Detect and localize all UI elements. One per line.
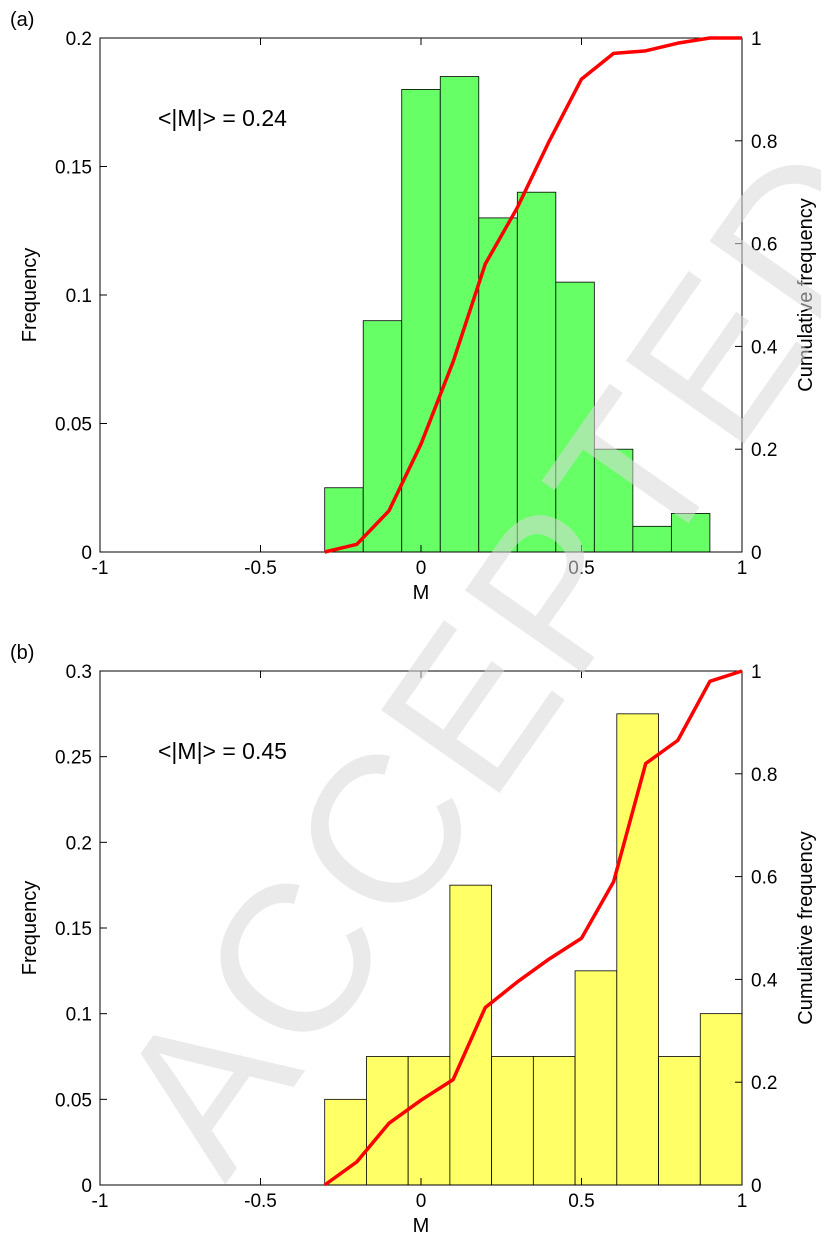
x-axis-label: M	[413, 582, 430, 604]
x-tick-label: -0.5	[244, 558, 277, 579]
x-tick-label: 0.5	[568, 558, 594, 579]
x-tick-label: -0.5	[244, 1191, 277, 1212]
histogram-bar	[574, 970, 618, 1186]
y2-axis-label: Cumulative frequency	[795, 831, 817, 1024]
histogram-bar	[401, 89, 441, 553]
y2-tick-label: 0.2	[751, 1073, 777, 1094]
histogram-bar	[532, 1056, 576, 1186]
x-tick-label: -1	[92, 1191, 109, 1212]
histogram-bar	[658, 1056, 701, 1186]
y-axis-label: Frequency	[19, 881, 41, 976]
y-tick-label: 0.05	[55, 415, 92, 436]
x-axis-label: M	[413, 1215, 430, 1237]
y2-tick-label: 0.6	[751, 235, 777, 256]
histogram-bar	[324, 487, 364, 553]
histogram-bar	[478, 217, 518, 553]
y-tick-label: 0.15	[55, 158, 92, 179]
histogram-bar	[616, 713, 659, 1186]
histogram-bar	[324, 1098, 367, 1186]
y2-tick-label: 0.8	[751, 765, 777, 786]
mean-annotation: <|M|> = 0.24	[158, 105, 287, 131]
mean-annotation: <|M|> = 0.45	[158, 738, 287, 764]
x-tick-label: 1	[737, 1191, 748, 1212]
y2-tick-label: 0.6	[751, 868, 777, 889]
histogram-bar	[366, 1056, 409, 1186]
y-tick-label: 0.25	[55, 748, 92, 769]
histogram-bar	[516, 191, 557, 553]
y2-tick-label: 1	[751, 662, 762, 683]
x-tick-label: 0	[416, 1191, 427, 1212]
x-tick-label: 1	[737, 558, 748, 579]
y2-tick-label: 0.4	[751, 337, 778, 358]
y2-tick-label: 0	[751, 543, 762, 564]
histogram-bar	[593, 448, 634, 553]
y2-axis-label: Cumulative frequency	[795, 198, 817, 391]
y2-tick-label: 0	[751, 1176, 762, 1197]
histogram-bar	[699, 1013, 743, 1186]
y-tick-label: 0	[81, 1176, 92, 1197]
x-tick-label: -1	[92, 558, 109, 579]
histogram-bar	[491, 1056, 534, 1186]
y-tick-label: 0.3	[66, 662, 92, 683]
y2-tick-label: 0.2	[751, 440, 777, 461]
y-axis-label: Frequency	[19, 248, 41, 343]
panel-label: (a)	[10, 9, 34, 31]
y-tick-label: 0.2	[66, 29, 92, 50]
x-tick-label: 0.5	[568, 1191, 594, 1212]
histogram-bar	[362, 320, 403, 553]
y2-tick-label: 1	[751, 29, 762, 50]
chart-panel-b: -1 -0.5 0 0.5 100.050.10.150.20.250.300.20.4…	[10, 642, 817, 1237]
histogram-bar	[439, 76, 480, 553]
cumulative-frequency-line	[324, 36, 742, 554]
y2-tick-label: 0.8	[751, 132, 777, 153]
histogram-bar	[670, 513, 711, 553]
y-tick-label: 0.05	[55, 1090, 92, 1111]
y2-tick-label: 0.4	[751, 970, 778, 991]
cumulative-frequency-line	[323, 669, 743, 1187]
y-tick-label: 0.1	[66, 1005, 92, 1026]
histogram-bar	[449, 884, 493, 1186]
y-tick-label: 0.15	[55, 919, 92, 940]
chart-panel-a: -1 -0.5 0 0.5 100.050.10.150.200.20.40.60.81…	[10, 9, 817, 604]
x-tick-label: 0	[416, 558, 427, 579]
panel-label: (b)	[10, 642, 34, 664]
y-tick-label: 0.2	[66, 833, 92, 854]
y-tick-label: 0.1	[66, 286, 92, 307]
y-tick-label: 0	[81, 543, 92, 564]
histogram-bar	[407, 1056, 451, 1186]
